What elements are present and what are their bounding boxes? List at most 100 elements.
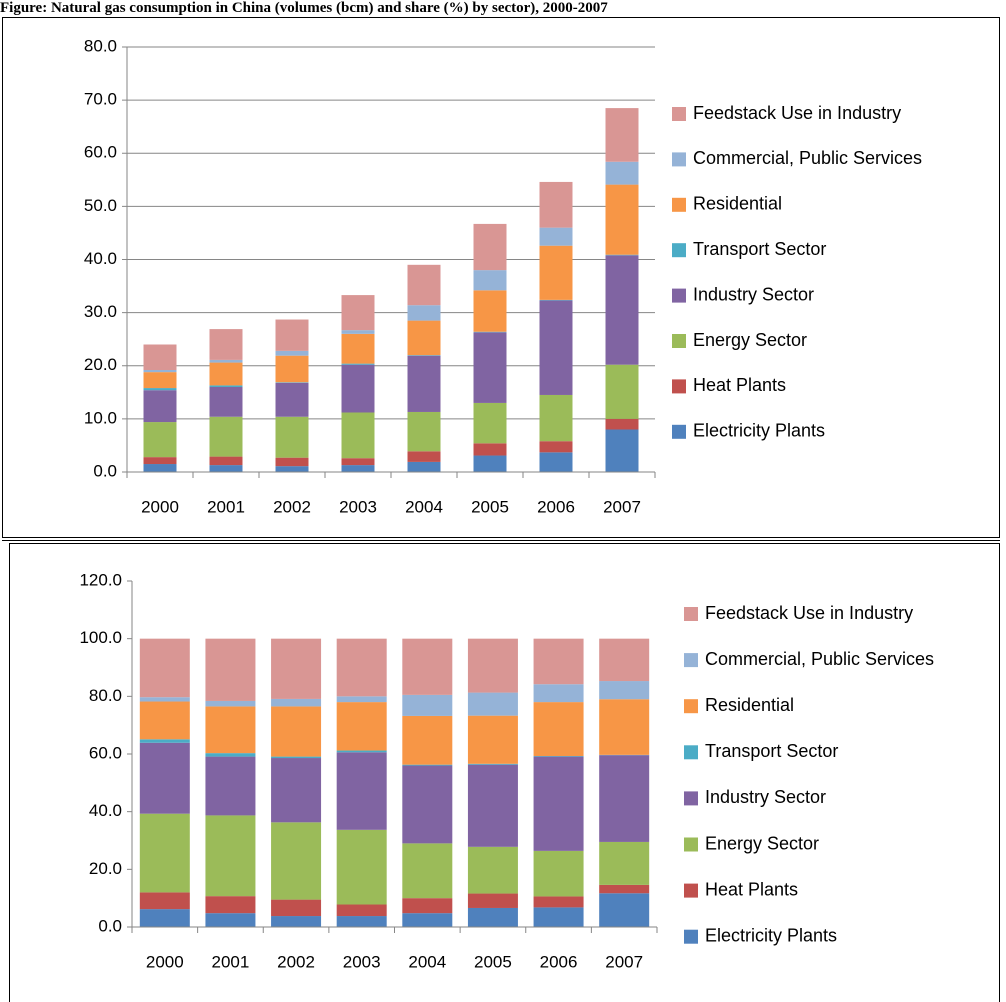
bar-segment bbox=[402, 765, 453, 844]
x-tick-label: 2007 bbox=[603, 497, 641, 516]
bar-segment bbox=[407, 355, 441, 412]
bar-segment bbox=[205, 700, 256, 707]
legend-swatch bbox=[684, 607, 698, 621]
legend-label: Residential bbox=[693, 194, 782, 214]
x-tick-label: 2001 bbox=[212, 952, 250, 971]
legend-swatch bbox=[672, 334, 686, 348]
x-tick-label: 2006 bbox=[540, 952, 578, 971]
bar-segment bbox=[205, 913, 256, 927]
bar-segment bbox=[467, 763, 518, 765]
bar-segment bbox=[533, 702, 584, 757]
bar-segment bbox=[599, 884, 650, 894]
bar-segment bbox=[209, 362, 243, 386]
bar-segment bbox=[467, 907, 518, 927]
bar-segment bbox=[402, 694, 453, 716]
bar-segment bbox=[539, 245, 573, 300]
bar-segment bbox=[275, 457, 309, 467]
y-tick-label: 80.0 bbox=[84, 36, 117, 55]
legend-label: Heat Plants bbox=[693, 375, 786, 395]
legend-swatch bbox=[684, 699, 698, 714]
bar-segment bbox=[599, 841, 650, 885]
figure-title: Figure: Natural gas consumption in China… bbox=[0, 0, 608, 16]
bar-segment bbox=[139, 742, 190, 814]
bar-segment bbox=[336, 702, 387, 751]
bar-segment bbox=[336, 750, 387, 753]
bar-segment bbox=[341, 412, 375, 459]
bar-segment bbox=[205, 706, 256, 754]
bar-segment bbox=[605, 184, 639, 255]
legend-swatch bbox=[684, 745, 698, 760]
legend-swatch bbox=[672, 424, 686, 439]
bar-segment bbox=[605, 364, 639, 419]
bar-segment bbox=[605, 418, 639, 430]
bar-segment bbox=[402, 913, 453, 927]
bar-segment bbox=[539, 394, 573, 442]
bar-segment bbox=[271, 758, 322, 823]
bar-segment bbox=[407, 305, 441, 321]
legend-label: Commercial, Public Services bbox=[693, 148, 922, 168]
bar-segment bbox=[473, 223, 507, 271]
y-tick-label: 50.0 bbox=[84, 196, 117, 215]
bar-segment bbox=[271, 899, 322, 917]
bar-segment bbox=[407, 461, 441, 472]
legend-label: Transport Sector bbox=[693, 239, 826, 259]
y-tick-label: 40.0 bbox=[89, 801, 122, 820]
bar-segment bbox=[341, 465, 375, 472]
bar-segment bbox=[139, 701, 190, 740]
bar-segment bbox=[271, 822, 322, 900]
bar-segment bbox=[533, 907, 584, 927]
x-tick-label: 2004 bbox=[405, 497, 443, 516]
bar-segment bbox=[341, 364, 375, 413]
legend-label: Electricity Plants bbox=[705, 925, 837, 945]
bar-segment bbox=[209, 329, 243, 360]
bar-segment bbox=[402, 638, 453, 695]
x-tick-label: 2005 bbox=[474, 952, 512, 971]
y-tick-label: 100.0 bbox=[79, 628, 122, 647]
legend-label: Commercial, Public Services bbox=[705, 649, 934, 669]
legend-label: Residential bbox=[705, 695, 794, 715]
bar-segment bbox=[336, 829, 387, 905]
bar-segment bbox=[473, 455, 507, 472]
y-tick-label: 20.0 bbox=[89, 859, 122, 878]
bar-segment bbox=[209, 385, 243, 387]
bar-segment bbox=[139, 697, 190, 702]
bar-segment bbox=[473, 331, 507, 333]
y-tick-label: 70.0 bbox=[84, 90, 117, 109]
bar-segment bbox=[275, 466, 309, 472]
x-tick-label: 2002 bbox=[273, 497, 311, 516]
bar-segment bbox=[605, 161, 639, 185]
bar-segment bbox=[205, 753, 256, 757]
bar-segment bbox=[407, 264, 441, 306]
bar-segment bbox=[599, 681, 650, 700]
x-tick-label: 2000 bbox=[146, 952, 184, 971]
bar-segment bbox=[275, 382, 309, 383]
bar-segment bbox=[143, 457, 177, 465]
x-tick-label: 2005 bbox=[471, 497, 509, 516]
x-tick-label: 2004 bbox=[408, 952, 446, 971]
y-tick-label: 60.0 bbox=[89, 743, 122, 762]
bar-segment bbox=[209, 416, 243, 457]
y-tick-label: 20.0 bbox=[84, 355, 117, 374]
bar-segment bbox=[271, 638, 322, 699]
bar-segment bbox=[467, 893, 518, 908]
bar-segment bbox=[533, 756, 584, 851]
bar-segment bbox=[205, 756, 256, 816]
bar-segment bbox=[205, 896, 256, 914]
bar-segment bbox=[539, 181, 573, 228]
legend-swatch bbox=[672, 379, 686, 394]
bar-segment bbox=[407, 355, 441, 356]
bar-segment bbox=[139, 909, 190, 927]
bar-segment bbox=[605, 255, 639, 365]
bar-segment bbox=[407, 411, 441, 452]
bar-segment bbox=[407, 451, 441, 462]
bar-segment bbox=[467, 692, 518, 716]
bar-segment bbox=[275, 355, 309, 383]
bar-segment bbox=[473, 290, 507, 332]
legend-label: Feedstack Use in Industry bbox=[693, 103, 901, 123]
bar-segment bbox=[205, 638, 256, 701]
bar-segment bbox=[467, 715, 518, 764]
y-tick-label: 30.0 bbox=[84, 302, 117, 321]
bar-segment bbox=[209, 456, 243, 466]
bar-segment bbox=[271, 706, 322, 757]
